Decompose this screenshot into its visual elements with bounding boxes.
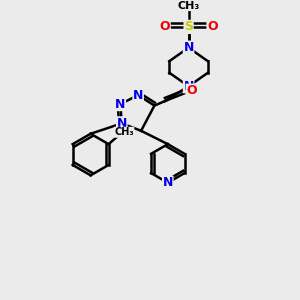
Text: N: N <box>163 176 173 189</box>
Text: CH₃: CH₃ <box>114 127 134 137</box>
Text: N: N <box>183 80 194 93</box>
Text: S: S <box>184 20 193 33</box>
Text: N: N <box>133 89 143 102</box>
Text: N: N <box>183 41 194 54</box>
Text: N: N <box>115 98 125 111</box>
Text: O: O <box>160 20 170 33</box>
Text: O: O <box>186 84 197 97</box>
Text: O: O <box>207 20 218 33</box>
Text: CH₃: CH₃ <box>178 1 200 10</box>
Text: N: N <box>117 117 127 130</box>
